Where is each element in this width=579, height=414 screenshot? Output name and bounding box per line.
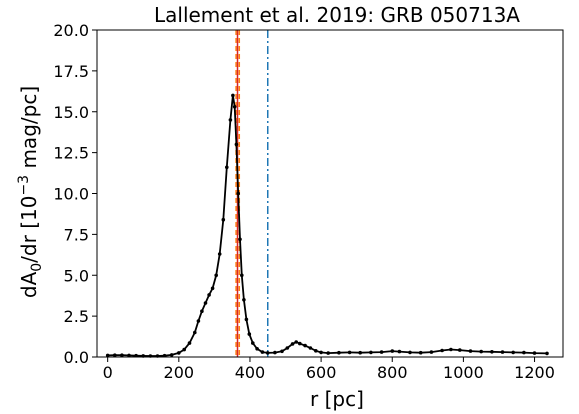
data-point [127, 353, 131, 358]
data-point [314, 349, 318, 353]
data-point [397, 349, 402, 354]
data-point [217, 252, 222, 256]
data-point [177, 351, 181, 355]
data-point [169, 353, 174, 357]
data-point [265, 351, 270, 355]
data-point [490, 350, 494, 354]
data-point [244, 317, 249, 322]
y-label-post: mag/pc] [17, 86, 41, 175]
data-point [532, 351, 537, 355]
data-point [337, 350, 341, 355]
data-point [260, 350, 265, 354]
data-point [228, 118, 233, 122]
data-point [200, 309, 204, 314]
data-point [347, 350, 352, 355]
data-point [251, 341, 255, 345]
data-point [240, 273, 244, 278]
y-tick-label: 2.5 [64, 307, 89, 326]
y-label-mid: /dr [10 [17, 196, 41, 263]
data-point [290, 342, 295, 346]
data-point [449, 347, 453, 352]
data-point [242, 298, 246, 302]
data-point [319, 350, 323, 355]
y-tick-label: 7.5 [64, 225, 89, 244]
y-tick-label: 10.0 [53, 185, 89, 204]
data-point [511, 350, 515, 355]
x-tick-label: 1200 [514, 363, 555, 382]
y-axis: 0.0 2.5 5.0 7.5 10.0 12.5 15.0 17.5 20.0 [53, 21, 97, 367]
data-point [440, 348, 444, 353]
data-point [236, 191, 240, 196]
x-tick-label: 800 [377, 363, 408, 382]
y-tick-label: 15.0 [53, 103, 89, 122]
data-point [105, 353, 110, 358]
data-point [390, 349, 395, 353]
data-point [247, 332, 252, 336]
data-point [418, 350, 423, 355]
data-point [369, 350, 373, 355]
x-tick-label: 200 [164, 363, 195, 382]
y-tick-label: 0.0 [64, 348, 89, 367]
data-point [234, 142, 239, 147]
data-point [203, 301, 208, 305]
data-point [294, 340, 299, 344]
data-point [298, 341, 302, 346]
data-point [113, 353, 117, 358]
y-tick-label: 17.5 [53, 62, 89, 81]
y-label-sub: 0 [29, 263, 45, 272]
data-point [232, 105, 237, 109]
data-point [285, 346, 290, 350]
data-point [120, 353, 124, 358]
data-point [479, 349, 484, 354]
data-point [379, 350, 384, 354]
x-axis: 0 200 400 600 800 1000 1200 [103, 357, 555, 382]
y-tick-label: 20.0 [53, 21, 89, 40]
data-point [522, 350, 526, 355]
y-label-pre: dA [17, 271, 41, 298]
data-point [210, 286, 215, 291]
x-tick-label: 400 [235, 363, 266, 382]
y-tick-label: 5.0 [64, 266, 89, 285]
data-point [193, 330, 197, 335]
data-point [255, 347, 259, 351]
x-tick-label: 0 [103, 363, 113, 382]
y-axis-label: dA0/dr [10−3 mag/pc] [16, 86, 45, 298]
data-point [280, 349, 284, 354]
data-point [182, 347, 186, 352]
data-point [221, 217, 226, 222]
data-point [358, 350, 363, 355]
data-point [187, 341, 192, 345]
x-tick-label: 1000 [443, 363, 484, 382]
x-axis-label: r [pc] [310, 387, 364, 411]
data-point [545, 351, 549, 356]
data-point [468, 349, 473, 353]
data-point [196, 319, 201, 323]
data-point [308, 346, 313, 350]
data-point [408, 350, 412, 355]
data-point [326, 351, 331, 355]
data-point [231, 93, 235, 98]
data-point [225, 165, 229, 170]
data-point [273, 350, 277, 355]
data-point [303, 343, 307, 348]
y-label-sup: −3 [16, 175, 32, 196]
x-tick-label: 600 [306, 363, 337, 382]
data-point [214, 273, 218, 278]
data-point [207, 293, 211, 297]
data-point [238, 237, 242, 242]
y-tick-label: 12.5 [53, 144, 89, 163]
chart-title: Lallement et al. 2019: GRB 050713A [154, 3, 520, 27]
data-point [458, 348, 462, 352]
plot-area [105, 30, 549, 358]
data-point [500, 350, 505, 354]
data-point [429, 350, 434, 354]
